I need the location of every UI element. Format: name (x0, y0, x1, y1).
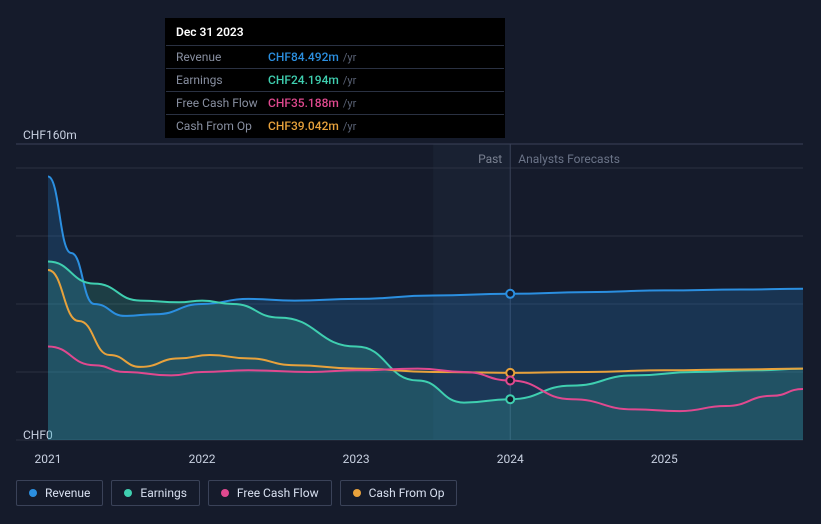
x-axis-tick: 2021 (28, 452, 68, 466)
tooltip-row: EarningsCHF24.194m/yr (166, 69, 504, 92)
legend-item-label: Cash From Op (369, 486, 445, 500)
legend-dot-icon (221, 489, 229, 497)
x-axis-tick: 2024 (490, 452, 530, 466)
legend-dot-icon (29, 489, 37, 497)
tooltip-row-label: Free Cash Flow (176, 96, 268, 110)
tooltip-date: Dec 31 2023 (166, 19, 504, 46)
chart-container: Dec 31 2023 RevenueCHF84.492m/yrEarnings… (0, 0, 821, 524)
tooltip-row-label: Cash From Op (176, 119, 268, 133)
legend-item-earnings[interactable]: Earnings (111, 480, 200, 506)
legend-dot-icon (124, 489, 132, 497)
tooltip-row-label: Earnings (176, 73, 268, 87)
legend-item-cfo[interactable]: Cash From Op (340, 480, 458, 506)
x-axis-tick: 2022 (182, 452, 222, 466)
legend-item-label: Revenue (45, 486, 90, 500)
legend-item-fcf[interactable]: Free Cash Flow (208, 480, 332, 506)
tooltip-row-unit: /yr (343, 74, 356, 87)
tooltip-row: RevenueCHF84.492m/yr (166, 46, 504, 69)
tooltip-row-unit: /yr (343, 97, 356, 110)
legend-item-revenue[interactable]: Revenue (16, 480, 103, 506)
tooltip-row-value: CHF84.492m (268, 50, 339, 64)
tooltip-row-label: Revenue (176, 50, 268, 64)
x-axis-tick: 2023 (336, 452, 376, 466)
tooltip-row-unit: /yr (343, 120, 356, 133)
chart-tooltip: Dec 31 2023 RevenueCHF84.492m/yrEarnings… (165, 18, 505, 138)
tooltip-row: Free Cash FlowCHF35.188m/yr (166, 92, 504, 115)
tooltip-row: Cash From OpCHF39.042m/yr (166, 115, 504, 137)
chart-legend: Revenue Earnings Free Cash Flow Cash From O… (16, 480, 457, 506)
x-axis-labels: 2021 2022 2023 2024 2025 (0, 452, 821, 468)
x-axis-tick: 2025 (644, 452, 684, 466)
tooltip-row-unit: /yr (343, 51, 356, 64)
legend-dot-icon (353, 489, 361, 497)
legend-item-label: Earnings (140, 486, 187, 500)
legend-item-label: Free Cash Flow (237, 486, 319, 500)
tooltip-row-value: CHF24.194m (268, 73, 339, 87)
tooltip-row-value: CHF35.188m (268, 96, 339, 110)
tooltip-row-value: CHF39.042m (268, 119, 339, 133)
